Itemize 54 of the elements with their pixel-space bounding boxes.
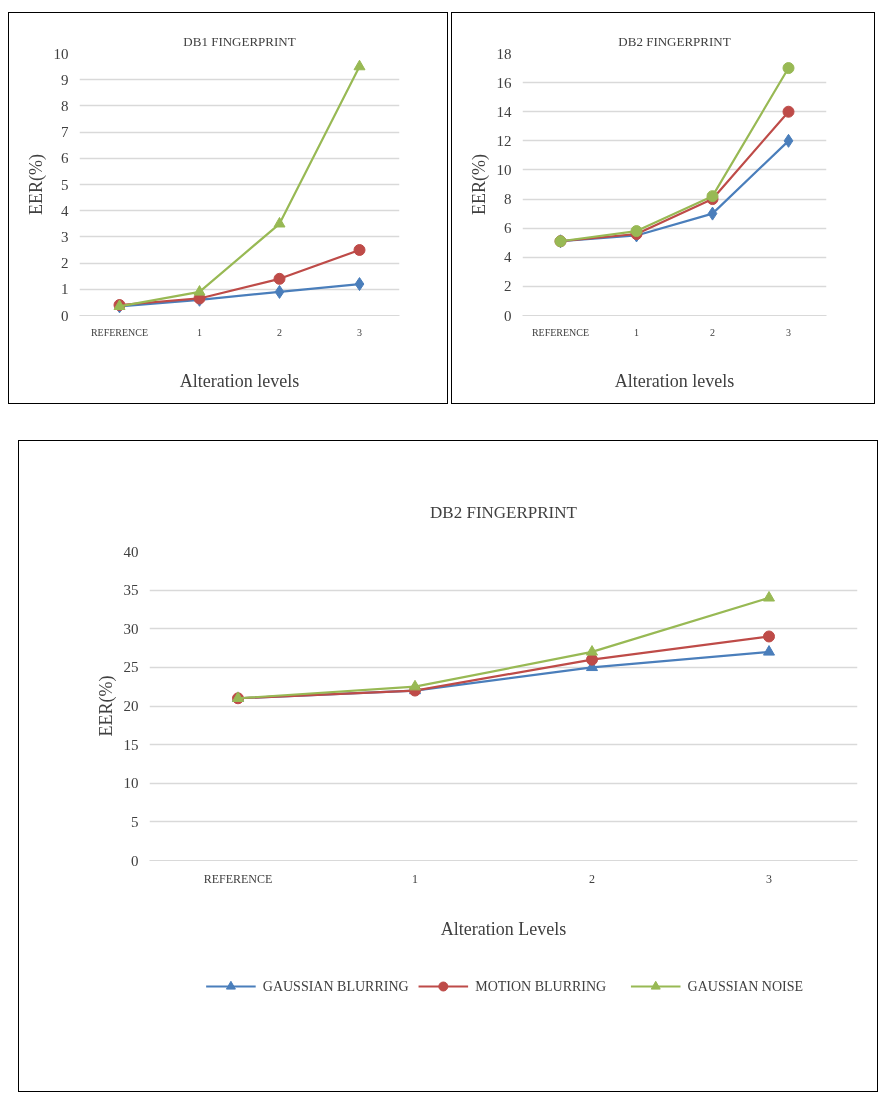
- x-axis-title: Alteration levels: [179, 370, 300, 391]
- x-tick-label: REFERENCE: [90, 326, 149, 338]
- y-tick-label: 1: [61, 281, 69, 298]
- y-tick-label: 18: [496, 45, 512, 62]
- x-axis-title: Alteration levels: [614, 370, 735, 391]
- y-tick-label: 0: [61, 307, 69, 324]
- x-tick-label: REFERENCE: [531, 326, 590, 338]
- y-tick-label: 3: [61, 228, 69, 245]
- x-tick-label: 1: [634, 326, 639, 338]
- y-tick-label: 10: [123, 775, 139, 792]
- legend-label: GAUSSIAN BLURRING: [262, 979, 409, 994]
- y-tick-label: 40: [123, 543, 139, 560]
- x-tick-label: 2: [589, 871, 595, 886]
- y-tick-label: 5: [131, 813, 139, 830]
- x-tick-label: 2: [710, 326, 715, 338]
- x-axis-title: Alteration Levels: [440, 918, 567, 939]
- y-tick-label: 30: [123, 620, 139, 637]
- chart-title: DB1 FINGERPRINT: [183, 33, 296, 49]
- y-axis-title: EER(%): [25, 154, 47, 215]
- x-tick-label: 3: [786, 326, 791, 338]
- y-tick-label: 9: [61, 71, 69, 88]
- y-axis-title: EER(%): [468, 154, 490, 215]
- y-tick-label: 8: [61, 97, 69, 114]
- y-tick-label: 4: [504, 249, 512, 266]
- legend-label: GAUSSIAN NOISE: [687, 979, 804, 994]
- chart-title: DB2 FINGERPRINT: [618, 33, 731, 49]
- y-tick-label: 0: [504, 307, 512, 324]
- x-tick-label: 3: [357, 326, 362, 338]
- y-tick-label: 25: [123, 659, 139, 676]
- x-tick-label: 1: [197, 326, 202, 338]
- y-tick-label: 2: [61, 255, 69, 272]
- y-tick-label: 6: [504, 220, 512, 237]
- y-tick-label: 10: [496, 161, 512, 178]
- x-tick-label: REFERENCE: [203, 871, 273, 886]
- y-tick-label: 20: [123, 698, 139, 714]
- x-tick-label: 1: [412, 871, 418, 886]
- y-tick-label: 16: [496, 74, 512, 91]
- x-tick-label: 3: [766, 871, 772, 886]
- y-tick-label: 7: [61, 124, 69, 141]
- y-tick-label: 15: [123, 736, 139, 753]
- y-tick-label: 4: [61, 202, 69, 219]
- y-tick-label: 2: [504, 278, 512, 295]
- y-tick-label: 5: [61, 176, 69, 193]
- y-tick-label: 14: [496, 103, 512, 120]
- y-tick-label: 6: [61, 150, 69, 167]
- y-tick-label: 8: [504, 191, 512, 208]
- y-tick-label: 0: [131, 852, 139, 869]
- legend-label: MOTION BLURRING: [475, 979, 607, 994]
- chart-title: DB2 FINGERPRINT: [430, 502, 578, 522]
- y-tick-label: 12: [496, 132, 512, 149]
- y-tick-label: 35: [123, 582, 139, 599]
- y-tick-label: 10: [53, 45, 69, 62]
- y-axis-title: EER(%): [95, 675, 117, 737]
- x-tick-label: 2: [277, 326, 282, 338]
